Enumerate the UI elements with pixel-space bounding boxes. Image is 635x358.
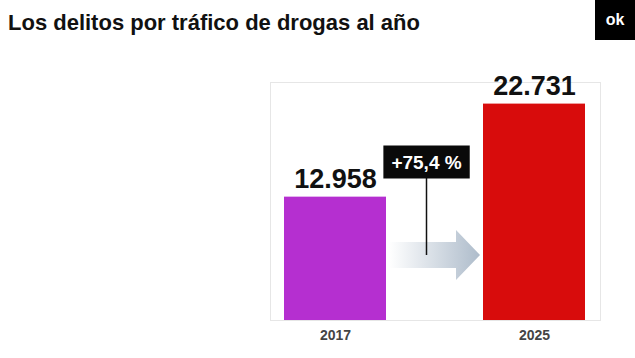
svg-text:22.731: 22.731 — [493, 71, 576, 101]
svg-text:12.958: 12.958 — [294, 164, 377, 194]
svg-text:2025: 2025 — [519, 327, 550, 343]
svg-text:+75,4 %: +75,4 % — [391, 152, 461, 173]
html-text:Los delitos por tráfico de dro: Los delitos por tráfico de drogas al año — [8, 10, 420, 35]
html-text:ok: ok — [605, 11, 625, 28]
svg-text:2017: 2017 — [320, 327, 351, 343]
